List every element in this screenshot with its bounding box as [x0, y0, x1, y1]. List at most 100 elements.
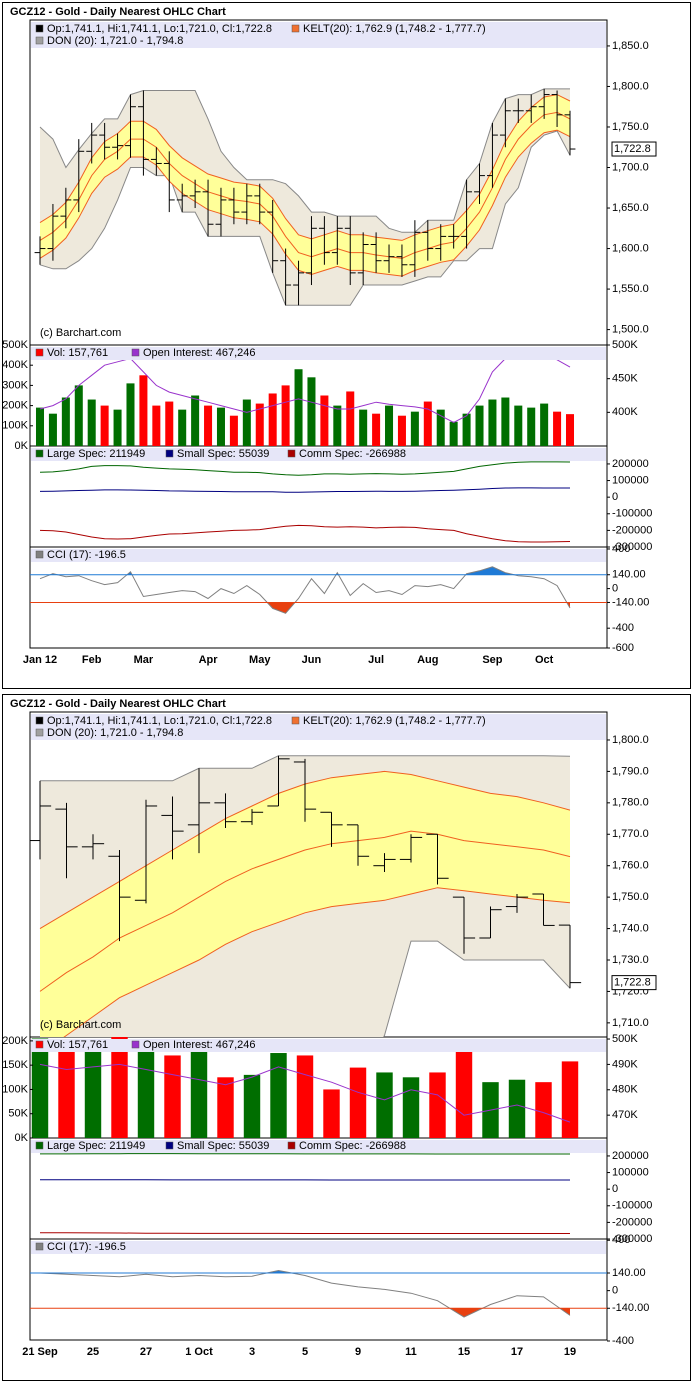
y-tick-label: 1,770.0 [612, 828, 649, 840]
volume-bar [449, 421, 458, 446]
volume-bar [535, 1082, 552, 1138]
volume-bar [436, 409, 445, 446]
legend-swatch [131, 348, 140, 357]
y-tick-label: 50K [8, 1108, 28, 1120]
volume-bar [190, 1040, 208, 1138]
volume-bar [294, 369, 303, 446]
y-tick-label: 1,800.0 [612, 734, 649, 746]
cot-line [39, 487, 570, 493]
y-tick-label: -600 [612, 642, 634, 654]
legend-band [31, 448, 606, 461]
legend-swatch [35, 1040, 44, 1049]
legend-swatch [291, 24, 300, 33]
y-tick-label: 140.00 [612, 569, 646, 581]
y-tick-label: 1,750.0 [612, 891, 649, 903]
legend-label: Large Spec: 211949 [47, 1140, 145, 1152]
watermark: (c) Barchart.com [40, 1019, 121, 1031]
x-tick-label: Jan 12 [23, 654, 57, 666]
cci-line [39, 566, 571, 614]
y-tick-label: 470K [612, 1109, 638, 1121]
price-pane [34, 88, 576, 306]
legend-swatch [35, 24, 44, 33]
volume-bar [31, 1038, 49, 1138]
x-tick-label: 3 [249, 1346, 255, 1358]
y-tick-label: 200000 [612, 1150, 649, 1162]
pane-background [29, 445, 608, 548]
volume-bar [553, 411, 562, 446]
volume-bar [152, 405, 161, 446]
volume-bar [217, 1077, 234, 1138]
y-tick-label: -100000 [612, 508, 652, 520]
volume-bar [126, 383, 135, 446]
y-tick-label: 1,710.0 [612, 1017, 649, 1029]
cci-fill [40, 1308, 570, 1318]
pane-background [29, 546, 608, 649]
y-tick-label: 0 [612, 582, 618, 594]
legend-swatch [131, 1040, 140, 1049]
volume-bar [164, 1055, 181, 1138]
legend-label: Open Interest: 467,246 [143, 347, 256, 359]
y-tick-label: 140.00 [612, 1267, 646, 1279]
y-tick-label: 1,790.0 [612, 765, 649, 777]
x-tick-label: 11 [405, 1346, 417, 1358]
volume-bar [397, 415, 406, 446]
volume-bar [455, 1045, 473, 1138]
legend-label: CCI (17): -196.5 [47, 549, 126, 561]
pane-background [29, 344, 608, 447]
pane-background [29, 1137, 608, 1240]
volume-bar [216, 407, 225, 446]
cot-line [39, 461, 571, 476]
volume-bar [58, 1045, 75, 1138]
y-tick-label: -300000 [612, 541, 652, 553]
volume-bar [255, 403, 264, 446]
chart-title: GCZ12 - Gold - Daily Nearest OHLC Chart [10, 698, 226, 710]
y-tick-label: 1,740.0 [612, 922, 649, 934]
x-tick-label: 1 Oct [185, 1346, 213, 1358]
legend-label: Small Spec: 55039 [177, 1140, 269, 1152]
volume-bar [320, 395, 329, 446]
x-tick-label: Sep [482, 654, 502, 666]
y-tick-label: 100000 [612, 474, 649, 486]
y-tick-label: 100K [2, 1083, 28, 1095]
y-tick-label: 200000 [612, 458, 649, 470]
x-tick-label: Apr [199, 654, 219, 666]
x-tick-label: 25 [87, 1346, 99, 1358]
x-tick-label: May [249, 654, 271, 666]
y-tick-label: 0K [15, 440, 29, 452]
y-tick-label: -100000 [612, 1200, 652, 1212]
legend-label: Small Spec: 55039 [177, 448, 269, 460]
keltner-line [39, 94, 571, 241]
cot-line [39, 1232, 570, 1234]
volume-bar [423, 401, 432, 446]
x-tick-label: Aug [417, 654, 438, 666]
y-tick-label: 0 [612, 1183, 618, 1195]
volume-bar [508, 1079, 526, 1138]
y-tick-label: 500K [612, 339, 638, 351]
y-tick-label: 100000 [612, 1166, 649, 1178]
volume-bar [242, 399, 251, 446]
legend-label: DON (20): 1,721.0 - 1,794.8 [47, 35, 183, 47]
legend-label: CCI (17): -196.5 [47, 1241, 126, 1253]
volume-bar [87, 399, 96, 446]
y-tick-label: 1,850.0 [612, 40, 649, 52]
x-tick-label: 17 [511, 1346, 523, 1358]
volume-bar [137, 1043, 155, 1138]
x-tick-label: Mar [134, 654, 154, 666]
legend-swatch [287, 1141, 296, 1150]
legend-swatch [165, 1141, 174, 1150]
legend-swatch [35, 36, 44, 45]
volume-bar [501, 397, 510, 446]
x-tick-label: 21 Sep [22, 1346, 58, 1358]
volume-pane [31, 1037, 579, 1138]
volume-bar [307, 377, 316, 446]
legend-label: Op:1,741.1, Hi:1,741.1, Lo:1,721.0, Cl:1… [47, 23, 272, 35]
legend-label: Vol: 157,761 [47, 347, 108, 359]
y-tick-label: -140.00 [612, 1302, 649, 1314]
volume-bar [243, 1074, 261, 1138]
y-tick-label: -300000 [612, 1233, 652, 1245]
y-tick-label: 500K [2, 339, 28, 351]
cot-pane [39, 461, 571, 543]
last-price-label: 1,722.8 [614, 977, 651, 989]
volume-bar [527, 407, 536, 446]
